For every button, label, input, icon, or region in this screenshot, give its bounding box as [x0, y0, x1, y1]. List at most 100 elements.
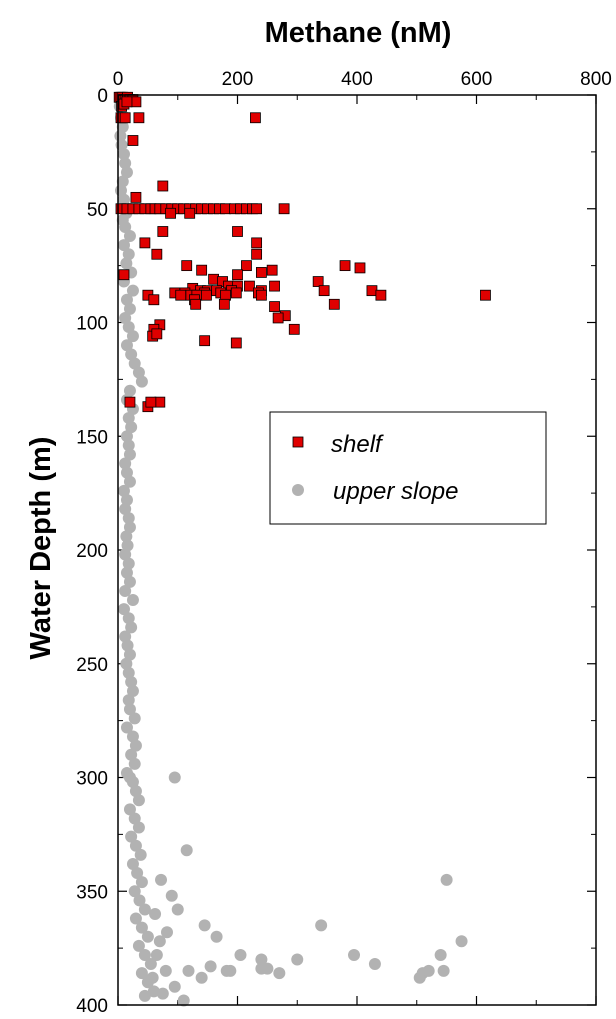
- shelf-point: [339, 260, 351, 272]
- legend: shelf upper slope: [269, 411, 547, 525]
- plot-frame: [117, 94, 597, 1006]
- upper-slope-point: [440, 873, 453, 886]
- shelf-point: [175, 289, 187, 301]
- upper-slope-point: [149, 908, 162, 920]
- upper-slope-point: [132, 366, 145, 379]
- upper-slope-point: [168, 771, 181, 784]
- shelf-point: [328, 298, 340, 310]
- y-tick-label: 350: [76, 882, 108, 903]
- upper-slope-point: [141, 930, 154, 943]
- shelf-point: [480, 289, 491, 301]
- shelf-point: [312, 276, 324, 287]
- upper-slope-point: [120, 430, 133, 443]
- upper-slope-point: [119, 220, 132, 233]
- upper-slope-point: [120, 493, 133, 506]
- upper-slope-point: [422, 964, 435, 977]
- x-tick-label: 600: [461, 69, 493, 90]
- upper-slope-point: [116, 120, 129, 133]
- upper-slope-point: [120, 166, 133, 179]
- shelf-point: [154, 396, 166, 408]
- shelf-point: [196, 264, 208, 276]
- upper-slope-point: [156, 987, 169, 1000]
- upper-slope-point: [220, 964, 233, 977]
- upper-slope-point: [128, 712, 141, 725]
- upper-slope-point: [168, 980, 181, 993]
- upper-slope-point: [132, 821, 145, 834]
- shelf-point: [255, 289, 267, 301]
- y-tick-label: 250: [76, 655, 108, 676]
- upper-slope-point: [437, 964, 450, 977]
- shelf-point: [255, 267, 267, 278]
- shelf-point: [118, 269, 130, 281]
- upper-slope-point: [128, 885, 141, 898]
- upper-slope-point: [120, 293, 133, 306]
- x-tick-label: 400: [341, 69, 373, 90]
- x-tick-label: 0: [113, 69, 124, 90]
- y-tick-label: 100: [76, 314, 108, 335]
- x-axis-ticks: 0 200 400 600 800: [113, 69, 612, 1005]
- upper-slope-point: [122, 557, 135, 570]
- upper-slope-point: [198, 919, 211, 932]
- shelf-point: [157, 180, 169, 192]
- upper-slope-point: [368, 958, 381, 971]
- upper-slope-point: [122, 412, 135, 425]
- upper-slope-point: [133, 894, 146, 907]
- upper-slope-point: [123, 384, 136, 397]
- upper-slope-point: [122, 666, 135, 679]
- upper-slope-point: [119, 630, 132, 643]
- upper-slope-point: [131, 867, 144, 880]
- upper-slope-point: [125, 830, 138, 843]
- upper-slope-point: [135, 876, 148, 889]
- shelf-point: [157, 226, 169, 237]
- y-tick-label: 200: [76, 541, 108, 562]
- legend-box: [269, 411, 547, 525]
- data-points: [113, 91, 491, 1007]
- upper-slope-point: [146, 971, 159, 984]
- shelf-point: [251, 203, 263, 215]
- upper-slope-point: [128, 812, 141, 825]
- shelf-point: [230, 287, 242, 299]
- upper-slope-point: [132, 939, 145, 952]
- y-tick-label: 50: [87, 200, 108, 221]
- shelf-point: [232, 226, 243, 237]
- shelf-point: [266, 264, 278, 276]
- upper-slope-point: [125, 421, 138, 434]
- shelf-point: [250, 112, 261, 124]
- shelf-point: [218, 298, 230, 310]
- shelf-point: [220, 203, 231, 215]
- upper-slope-point: [119, 503, 132, 516]
- shelf-point: [119, 112, 131, 124]
- upper-slope-point: [153, 935, 166, 948]
- shelf-point: [230, 337, 242, 349]
- upper-slope-point: [123, 575, 136, 588]
- upper-slope-point: [135, 375, 148, 388]
- upper-slope-point: [126, 857, 139, 870]
- upper-slope-point: [121, 639, 134, 652]
- legend-upper-slope-marker: [292, 484, 304, 496]
- upper-slope-point: [182, 964, 195, 977]
- upper-slope-point: [155, 873, 168, 886]
- upper-slope-point: [455, 935, 468, 948]
- upper-slope-point: [255, 962, 268, 975]
- shelf-point: [130, 191, 142, 203]
- upper-slope-point: [150, 948, 163, 961]
- upper-slope-point: [117, 193, 130, 206]
- shelf-point: [127, 135, 139, 146]
- y-tick-label: 400: [76, 996, 108, 1017]
- upper-slope-point: [123, 521, 136, 534]
- upper-slope-point: [123, 703, 136, 716]
- shelf-point: [232, 269, 243, 281]
- upper-slope-point: [134, 848, 147, 861]
- upper-slope-point: [159, 964, 172, 977]
- upper-slope-point: [117, 239, 130, 252]
- upper-slope-point: [123, 648, 136, 661]
- shelf-point: [121, 96, 133, 108]
- upper-slope-point: [128, 357, 141, 370]
- upper-slope-point: [122, 512, 135, 525]
- upper-slope-point: [119, 548, 132, 561]
- upper-slope-point: [160, 926, 173, 939]
- shelf-point: [354, 262, 366, 274]
- shelf-point: [269, 301, 280, 312]
- shelf-point: [139, 237, 151, 249]
